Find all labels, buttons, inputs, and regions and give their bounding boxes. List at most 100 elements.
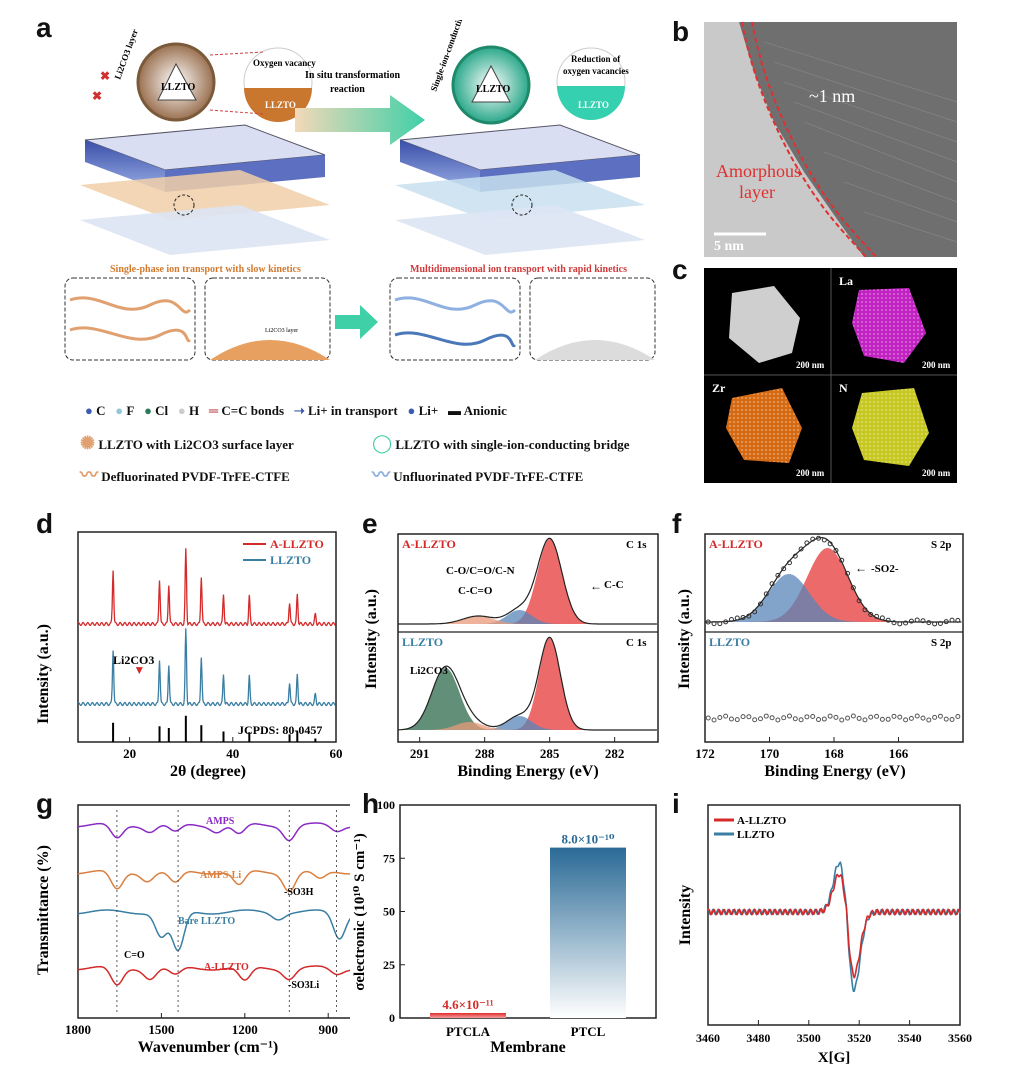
i-series-0 xyxy=(707,873,961,979)
f-point-b-20 xyxy=(821,716,827,722)
map-zr: Zr xyxy=(712,381,726,395)
g-s4: A-LLZTO xyxy=(204,962,249,973)
panel-letter-a: a xyxy=(36,12,52,43)
i-tick-label-5: 3560 xyxy=(948,1031,972,1045)
f-point-b-25 xyxy=(850,713,856,719)
transformation-arrow xyxy=(295,95,425,145)
f-point-5 xyxy=(734,615,740,621)
f-point-b-2 xyxy=(717,714,723,720)
f-point-23 xyxy=(839,557,845,563)
panel-i-epr: 3460 3480 3500 3520 3540 3560 Intensity X[G] … xyxy=(677,804,972,1065)
f-bot-sample: LLZTO xyxy=(709,635,750,649)
f-point-b-13 xyxy=(781,715,787,721)
f-point-39 xyxy=(932,621,938,627)
right-transport-title: Multidimensional ion transport with rapi… xyxy=(410,264,627,275)
d-series-0 xyxy=(77,548,336,627)
f-point-b-42 xyxy=(949,717,955,723)
arrow-text-2: reaction xyxy=(330,84,365,95)
f-point-19 xyxy=(816,535,822,541)
right-particle-label: LLZTO xyxy=(476,84,510,95)
i-tick-label-0: 3460 xyxy=(696,1031,720,1045)
f-point-b-1 xyxy=(711,717,717,723)
f-point-b-5 xyxy=(734,717,740,723)
f-point-2 xyxy=(717,621,723,627)
f-bot-core: S 2p xyxy=(931,637,952,649)
d-tick-label-0: 20 xyxy=(123,746,136,761)
f-label-so2: -SO2- xyxy=(871,563,899,575)
f-point-21 xyxy=(827,541,833,547)
f-top-core: S 2p xyxy=(931,539,952,551)
scale-200nm-2: 200 nm xyxy=(796,468,825,478)
h-value-label-0: 4.6×10⁻¹¹ xyxy=(442,997,493,1012)
f-point-15 xyxy=(792,553,798,559)
e-tick-label-3: 282 xyxy=(605,746,625,761)
f-tick-label-2: 168 xyxy=(824,746,844,761)
map-n: N xyxy=(839,381,848,395)
left-zoom-bottom: LLZTO xyxy=(265,100,296,110)
f-point-16 xyxy=(798,546,804,552)
f-point-b-33 xyxy=(897,714,903,720)
i-ylabel: Intensity xyxy=(677,885,694,945)
h-value-label-1: 8.0×10⁻¹⁰ xyxy=(561,832,614,847)
e-top-core: C 1s xyxy=(626,539,647,551)
f-point-b-28 xyxy=(868,714,874,720)
amorphous-label-2: layer xyxy=(739,182,775,202)
d-tick-label-2: 60 xyxy=(330,746,343,761)
f-point-37 xyxy=(920,618,926,624)
f-point-12 xyxy=(775,572,781,578)
f-point-33 xyxy=(897,621,903,627)
e-env-0 xyxy=(398,537,657,625)
left-transport-title: Single-phase ion transport with slow kin… xyxy=(110,264,301,275)
f-point-b-14 xyxy=(786,713,792,719)
panel-letter-h: h xyxy=(362,788,380,819)
e-label-cco: C-C=O xyxy=(458,585,493,597)
f-point-32 xyxy=(891,620,897,626)
f-point-b-12 xyxy=(775,717,781,723)
e-ylabel: Intensity (a.u.) xyxy=(363,589,380,689)
legend-row-3a: 〰 Defluorinated PVDF-TrFE-CTFE xyxy=(80,465,290,485)
panel-letter-e: e xyxy=(362,508,378,539)
f-point-b-38 xyxy=(926,717,932,723)
f-point-b-19 xyxy=(816,717,822,723)
f-comp-1 xyxy=(705,574,963,622)
f-point-b-24 xyxy=(845,715,851,721)
panel-b-tem: ~1 nm Amorphous layer 5 nm xyxy=(704,22,957,257)
e-arrow-cc: ← xyxy=(590,579,602,593)
h-ytick-label-2: 50 xyxy=(383,905,395,919)
h-cat-label-1: PTCL xyxy=(571,1024,606,1039)
scale-200nm-3: 200 nm xyxy=(922,468,951,478)
i-tick-label-3: 3520 xyxy=(847,1031,871,1045)
panel-f-xps: ← 172 170 168 166 Intensity (a.u.) Binding E… xyxy=(676,533,964,780)
g-tick-label-3: 900 xyxy=(318,1022,338,1037)
f-point-b-26 xyxy=(856,715,862,721)
g-series-3 xyxy=(77,965,350,986)
e-label-li2co3: Li2CO3 xyxy=(410,665,448,677)
d-series-1 xyxy=(77,628,336,707)
h-ytick-label-1: 25 xyxy=(383,958,395,972)
f-point-3 xyxy=(723,619,729,625)
f-point-22 xyxy=(833,547,839,553)
e-bot-core: C 1s xyxy=(626,637,647,649)
e-bot-sample: LLZTO xyxy=(402,635,443,649)
f-point-b-23 xyxy=(839,717,845,723)
left-particle-label: LLZTO xyxy=(161,82,195,93)
f-point-42 xyxy=(949,617,955,623)
svg-text:✖: ✖ xyxy=(92,89,102,103)
f-xlabel: Binding Energy (eV) xyxy=(764,763,905,780)
scale-200nm-1: 200 nm xyxy=(922,360,951,370)
f-point-b-3 xyxy=(723,713,729,719)
h-xlabel: Membrane xyxy=(490,1039,566,1056)
panel-letter-d: d xyxy=(36,508,54,539)
e-comp-0-2 xyxy=(398,616,658,624)
f-point-38 xyxy=(926,620,932,626)
panel-a-schematic: LLZTO ✖ ✖ Oxygen vacancy LLZTO In situ t… xyxy=(64,20,656,361)
panel-letter-i: i xyxy=(672,788,680,819)
legend-row-2a: ✺ LLZTO with Li2CO3 surface layer xyxy=(80,433,294,453)
h-ytick-label-4: 100 xyxy=(377,800,395,812)
f-point-25 xyxy=(850,585,856,591)
g-series-1 xyxy=(77,869,350,893)
f-point-43 xyxy=(955,617,961,623)
e-env-1 xyxy=(398,636,657,731)
f-point-b-10 xyxy=(763,713,769,719)
h-bar-PTCLA xyxy=(430,1013,506,1018)
